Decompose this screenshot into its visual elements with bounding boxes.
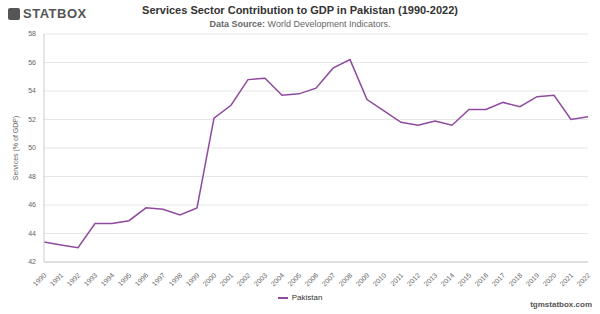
svg-text:Services (% of GDP): Services (% of GDP) bbox=[12, 116, 20, 181]
svg-text:42: 42 bbox=[28, 258, 36, 265]
svg-text:2013: 2013 bbox=[423, 272, 439, 288]
svg-text:1997: 1997 bbox=[151, 272, 167, 288]
svg-text:56: 56 bbox=[28, 59, 36, 66]
svg-text:2004: 2004 bbox=[270, 272, 286, 288]
svg-text:1990: 1990 bbox=[32, 272, 48, 288]
svg-text:2014: 2014 bbox=[440, 272, 456, 288]
svg-text:2009: 2009 bbox=[355, 272, 371, 288]
svg-text:2000: 2000 bbox=[202, 272, 218, 288]
svg-text:2021: 2021 bbox=[559, 272, 575, 288]
html-text:tgmstatbox.com: tgmstatbox.com bbox=[530, 300, 592, 309]
svg-text:2008: 2008 bbox=[338, 272, 354, 288]
svg-text:2002: 2002 bbox=[236, 272, 252, 288]
svg-text:2018: 2018 bbox=[508, 272, 524, 288]
html-text:Pakistan: Pakistan bbox=[291, 293, 323, 302]
svg-text:1995: 1995 bbox=[117, 272, 133, 288]
svg-text:1998: 1998 bbox=[168, 272, 184, 288]
svg-text:2003: 2003 bbox=[253, 272, 269, 288]
html-text:STATBOX: STATBOX bbox=[23, 6, 87, 21]
svg-text:2020: 2020 bbox=[542, 272, 558, 288]
svg-text:1993: 1993 bbox=[83, 272, 99, 288]
svg-text:2005: 2005 bbox=[287, 272, 303, 288]
html-text:Data Source: World Development: Data Source: World Development Indicator… bbox=[209, 19, 391, 29]
html-text:Services Sector Contribution t: Services Sector Contribution to GDP in P… bbox=[142, 4, 458, 16]
svg-text:1999: 1999 bbox=[185, 272, 201, 288]
svg-text:2006: 2006 bbox=[304, 272, 320, 288]
svg-text:2017: 2017 bbox=[491, 272, 507, 288]
svg-text:2001: 2001 bbox=[219, 272, 235, 288]
svg-text:2010: 2010 bbox=[372, 272, 388, 288]
svg-text:52: 52 bbox=[28, 116, 36, 123]
svg-text:1991: 1991 bbox=[49, 272, 65, 288]
svg-text:46: 46 bbox=[28, 201, 36, 208]
svg-text:1992: 1992 bbox=[66, 272, 82, 288]
svg-text:44: 44 bbox=[28, 230, 36, 237]
svg-text:2019: 2019 bbox=[525, 272, 541, 288]
svg-text:2012: 2012 bbox=[406, 272, 422, 288]
svg-text:1994: 1994 bbox=[100, 272, 116, 288]
svg-text:48: 48 bbox=[28, 173, 36, 180]
svg-text:50: 50 bbox=[28, 144, 36, 151]
svg-text:2015: 2015 bbox=[457, 272, 473, 288]
svg-text:2016: 2016 bbox=[474, 272, 490, 288]
svg-text:2011: 2011 bbox=[389, 272, 405, 288]
svg-text:58: 58 bbox=[28, 30, 36, 37]
svg-text:2007: 2007 bbox=[321, 272, 337, 288]
svg-text:1996: 1996 bbox=[134, 272, 150, 288]
svg-text:2022: 2022 bbox=[576, 272, 592, 288]
svg-text:54: 54 bbox=[28, 87, 36, 94]
